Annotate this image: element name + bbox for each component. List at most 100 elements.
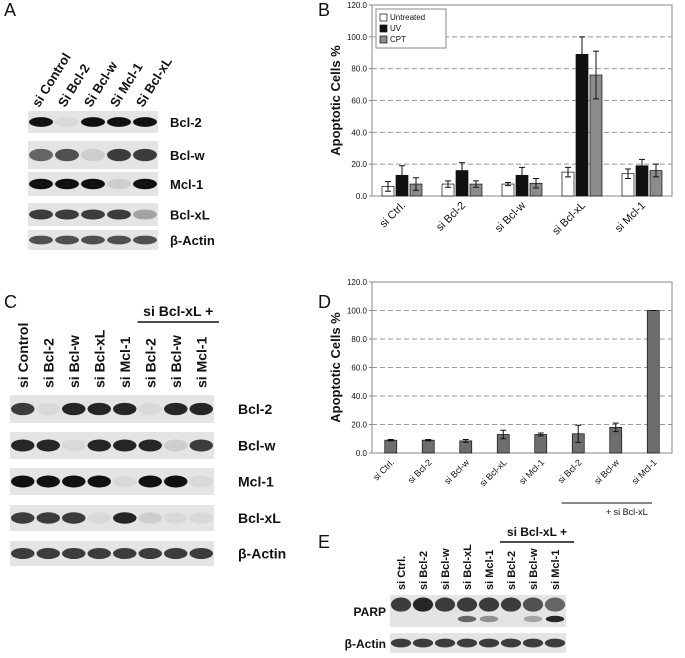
panel-label: B — [318, 0, 330, 20]
x-tick-label: si Ctrl. — [378, 200, 409, 231]
blot-band — [81, 178, 105, 190]
y-tick-label: 100.0 — [347, 307, 368, 316]
lane-label: si Mcl-1 — [550, 550, 562, 590]
x-tick-label: si Bcl-w — [493, 200, 528, 235]
legend-label: CPT — [390, 35, 406, 44]
error-bar — [425, 438, 432, 442]
y-tick-label: 0.0 — [356, 449, 368, 458]
legend-swatch — [379, 24, 388, 33]
blot-band — [500, 638, 522, 648]
blot-band — [11, 439, 35, 452]
blot-band — [522, 597, 544, 612]
error-bar — [445, 180, 451, 188]
error-bar — [500, 429, 507, 440]
blot-band — [133, 148, 157, 162]
blot-band — [107, 178, 131, 190]
blot-band — [11, 475, 35, 488]
panel-label: D — [318, 292, 331, 312]
lane-label: si Ctrl. — [396, 556, 408, 590]
y-tick-label: 60.0 — [351, 364, 367, 373]
blot-band — [138, 402, 162, 416]
error-bar — [505, 181, 511, 187]
blot-band — [164, 512, 188, 524]
blot-band — [11, 402, 35, 416]
blot-band — [87, 439, 111, 452]
blot-band — [189, 402, 213, 416]
blot-band — [544, 597, 566, 612]
blot-band — [36, 439, 60, 452]
lane-label: Si Bcl-xL — [133, 54, 175, 109]
row-label: Bcl-2 — [170, 115, 202, 130]
y-tick-label: 80.0 — [351, 335, 367, 344]
error-bar — [575, 424, 582, 443]
lane-label: si Bcl-xL — [462, 544, 474, 590]
lane-label: si Bcl-xL — [91, 329, 107, 388]
y-axis-label: Apoptotic Cells % — [328, 45, 343, 156]
error-bar — [387, 438, 394, 442]
blot-band — [87, 548, 111, 559]
blot-band — [107, 209, 131, 220]
legend-swatch — [379, 13, 388, 22]
error-bar — [459, 162, 465, 179]
blot-band — [434, 597, 456, 612]
blot-band — [164, 439, 188, 452]
blot-band — [457, 615, 477, 623]
blot-band — [107, 148, 131, 162]
blot-band — [189, 512, 213, 524]
lane-label: si Mcl-1 — [193, 336, 209, 388]
lane-label: si Mcl-1 — [484, 550, 496, 590]
blot-band — [113, 475, 137, 488]
blot-band — [113, 439, 137, 452]
blot-band — [55, 235, 79, 245]
y-tick-label: 40.0 — [351, 392, 367, 401]
legend-box — [375, 8, 447, 49]
bar — [646, 310, 660, 454]
lane-label: si Bcl-2 — [142, 338, 158, 388]
blot-band — [189, 475, 213, 488]
blot-band — [81, 235, 105, 245]
panel-label: A — [4, 0, 16, 20]
lane-label: si Bcl-w — [528, 548, 540, 590]
y-tick-label: 120.0 — [347, 278, 368, 287]
blot-band — [544, 638, 566, 648]
blot-band — [545, 615, 565, 623]
blot-band — [390, 597, 412, 612]
bar — [575, 53, 589, 197]
blot-band — [434, 638, 456, 648]
x-tick-label: si Bcl-xL — [550, 200, 588, 238]
blot-band — [55, 117, 79, 127]
lane-label: si Bcl-2 — [418, 551, 430, 590]
blot-band — [390, 638, 412, 648]
row-label: PARP — [354, 605, 386, 619]
blot-band — [412, 638, 434, 648]
blot-band — [138, 548, 162, 559]
error-bar — [565, 166, 571, 178]
blot-band — [55, 209, 79, 220]
x-tick-label: si Mcl-1 — [613, 200, 648, 235]
row-label: Bcl-w — [170, 148, 206, 163]
blot-band — [62, 439, 86, 452]
bar — [384, 439, 398, 454]
blot-band — [113, 512, 137, 524]
error-bar — [612, 422, 619, 433]
error-bar — [413, 177, 419, 191]
row-label: Bcl-w — [238, 438, 275, 454]
lane-label: si Bcl-2 — [506, 551, 518, 590]
group-label: si Bcl-xL + — [507, 525, 567, 539]
blot-band — [479, 615, 499, 623]
lane-label: si Bcl-w — [66, 335, 82, 388]
blot-band — [500, 597, 522, 612]
blot-band — [164, 475, 188, 488]
blot-band — [36, 548, 60, 559]
x-tick-label: si Bcl-2 — [434, 200, 468, 234]
blot-band — [189, 548, 213, 559]
blot-band — [523, 615, 543, 623]
blot-band — [113, 548, 137, 559]
blot-band — [138, 439, 162, 452]
row-label: Mcl-1 — [238, 474, 274, 490]
blot-band — [81, 148, 105, 162]
blot-band — [133, 209, 157, 220]
error-bar — [399, 165, 405, 186]
blot-band — [478, 597, 500, 612]
